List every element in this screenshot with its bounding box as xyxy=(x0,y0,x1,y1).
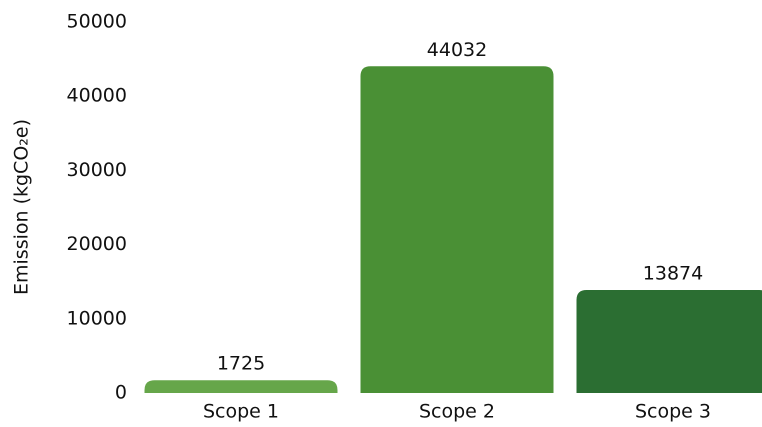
x-tick-label: Scope 1 xyxy=(203,401,279,423)
y-tick-label: 0 xyxy=(115,382,127,404)
bar xyxy=(144,380,338,393)
y-tick-label: 20000 xyxy=(67,233,127,255)
y-tick-label: 40000 xyxy=(67,85,127,107)
y-tick-label: 50000 xyxy=(67,11,127,33)
y-tick-label: 10000 xyxy=(67,307,127,329)
bar xyxy=(576,290,762,393)
x-tick-label: Scope 3 xyxy=(635,401,711,423)
x-tick-label: Scope 2 xyxy=(419,401,495,423)
value-label: 44032 xyxy=(427,39,487,61)
value-label: 13874 xyxy=(643,263,703,285)
value-label: 1725 xyxy=(217,353,265,375)
y-tick-label: 30000 xyxy=(67,159,127,181)
bar xyxy=(360,66,554,393)
y-axis-label: Emission (kgCO₂e) xyxy=(11,119,33,295)
